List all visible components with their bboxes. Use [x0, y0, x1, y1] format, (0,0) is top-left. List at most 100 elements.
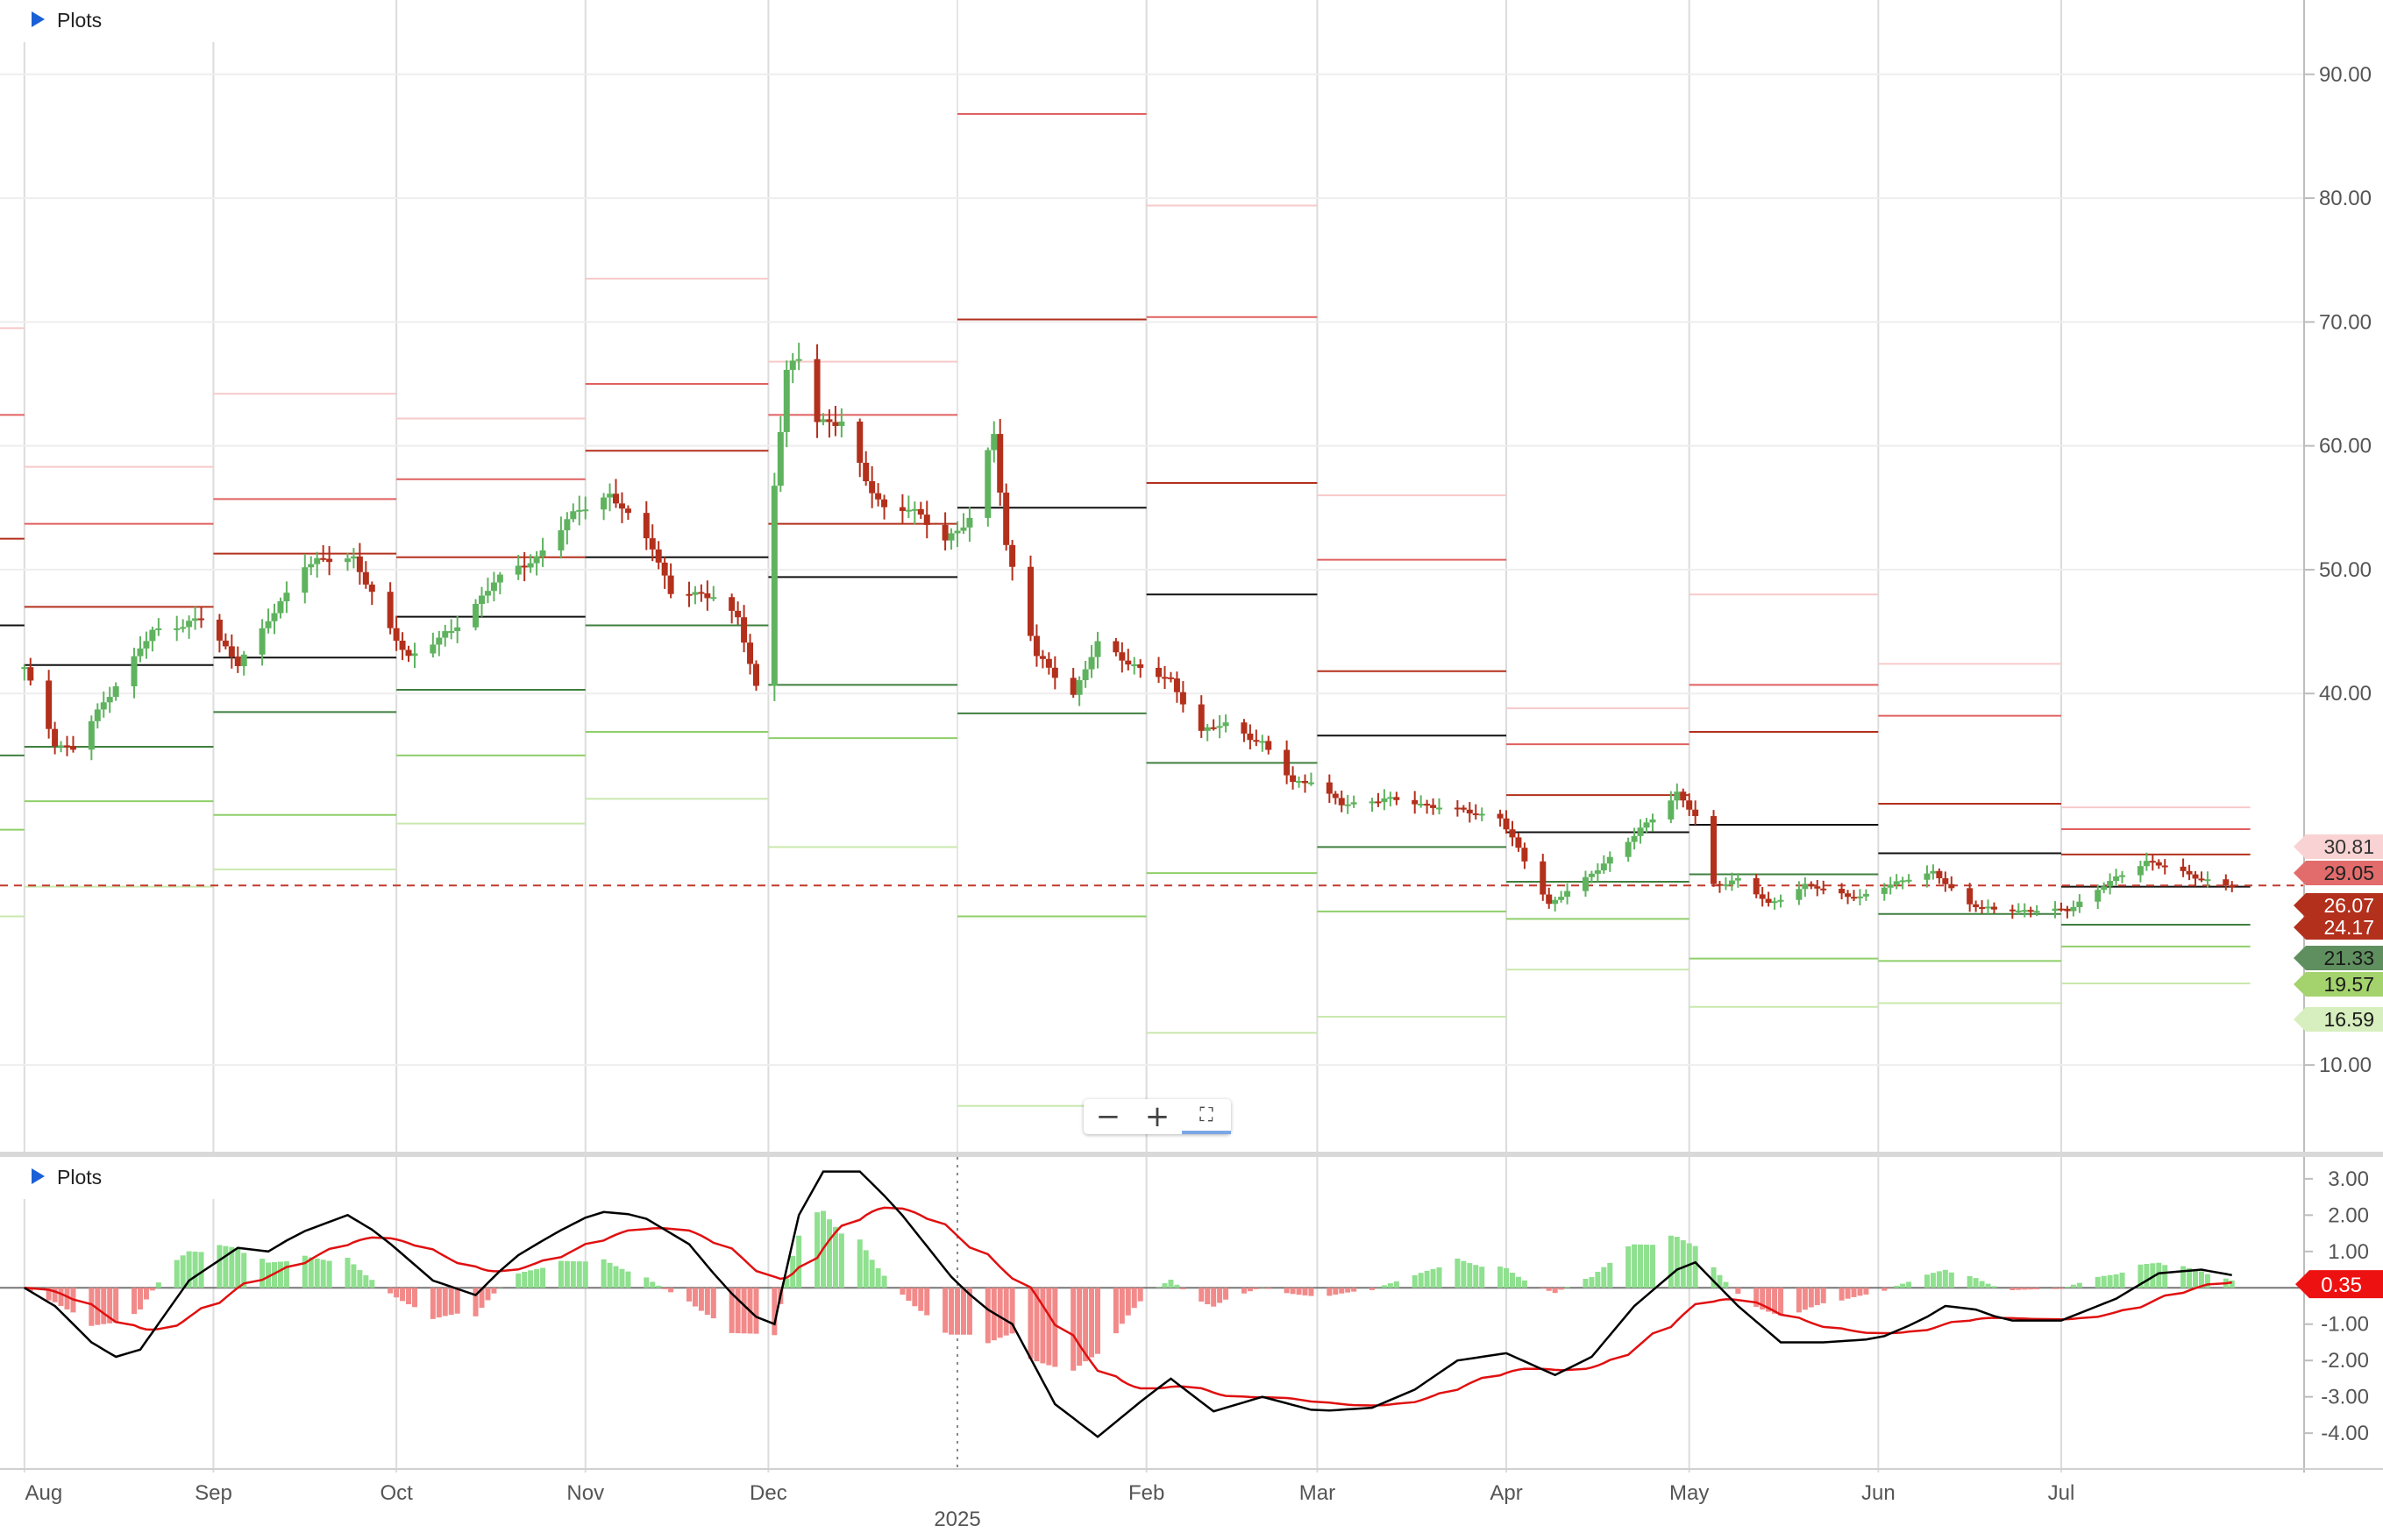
zoom-out-button[interactable]: −: [1084, 1099, 1133, 1134]
candle-body: [1582, 876, 1589, 891]
histogram-bar: [1174, 1284, 1180, 1288]
candle-body: [399, 640, 406, 650]
histogram-bar: [613, 1266, 619, 1288]
candle-body: [1290, 775, 1297, 782]
histogram-bar: [394, 1288, 400, 1298]
time-axis-label: Nov: [566, 1481, 604, 1505]
price-tag-label: 24.17: [2323, 916, 2374, 939]
candle-body: [1381, 798, 1388, 803]
pivot-levels: [0, 112, 2304, 1107]
candle-body: [1973, 904, 1980, 907]
macd-line: [24, 1170, 2232, 1438]
candle-body: [661, 562, 668, 576]
candle-body: [1546, 894, 1553, 905]
histogram-bar: [558, 1260, 564, 1288]
candle-body: [1375, 801, 1382, 804]
histogram-bar: [1595, 1272, 1601, 1288]
histogram-bar: [1589, 1277, 1595, 1288]
candle-body: [985, 450, 992, 518]
histogram-bar: [607, 1262, 613, 1288]
histogram-bar: [1906, 1281, 1912, 1288]
bottom-plots-toggle[interactable]: Plots: [0, 1157, 224, 1199]
candle-body: [228, 646, 235, 657]
candle-body: [283, 593, 290, 601]
candle-body: [1418, 804, 1425, 806]
macd-value-tag-bg: [2295, 1270, 2383, 1299]
candle-body: [1722, 884, 1729, 886]
macd-lines: [24, 1170, 2232, 1438]
histogram-bar: [1863, 1288, 1869, 1295]
candle-body: [180, 627, 187, 629]
time-axis: Aug Sep Oct Nov Dec 2025 Feb Mar Apr May Jun Jul: [0, 1468, 2383, 1531]
zoom-in-button[interactable]: +: [1133, 1099, 1182, 1134]
histogram-bar: [1089, 1288, 1095, 1358]
histogram-bar: [2076, 1282, 2082, 1288]
macd-axis: 3.00 2.00 1.00 -1.00 -2.00 -3.00 -4.00 0.35: [2295, 1157, 2383, 1473]
candle-body: [624, 508, 631, 514]
histogram-bar: [272, 1261, 278, 1288]
histogram-bar: [2119, 1272, 2125, 1288]
price-grid: [0, 0, 2304, 1152]
candle-body: [1521, 848, 1528, 862]
histogram-bar: [217, 1245, 223, 1288]
price-tick-label: 90.00: [2319, 63, 2372, 87]
candle-body: [2070, 907, 2077, 912]
candle-body: [2064, 908, 2071, 912]
fullscreen-button[interactable]: ⛶: [1182, 1099, 1231, 1134]
histogram-bar: [406, 1288, 412, 1305]
candle-body: [2021, 910, 2028, 912]
top-plots-toggle[interactable]: Plots: [0, 0, 224, 42]
plus-icon: +: [1144, 1099, 1170, 1134]
histogram-bar: [1199, 1288, 1205, 1302]
histogram-bar: [1351, 1288, 1357, 1292]
histogram-bar: [1119, 1288, 1125, 1324]
candle-body: [533, 556, 540, 564]
histogram-bar: [1601, 1267, 1607, 1288]
candle-body: [1851, 897, 1858, 899]
candle-body: [1253, 740, 1260, 742]
candle-body: [1460, 807, 1467, 810]
candle-body: [539, 550, 546, 557]
candle-body: [991, 434, 998, 451]
candle-body: [259, 628, 266, 655]
candle-body: [729, 597, 736, 611]
candle-body: [1509, 829, 1516, 838]
candle-body: [1131, 664, 1138, 667]
candle-body: [1515, 837, 1522, 848]
candle-body: [686, 593, 693, 596]
price-tag-bg: [2294, 861, 2383, 885]
histogram-bar: [863, 1250, 869, 1288]
candle-body: [100, 702, 107, 710]
histogram-bar: [52, 1288, 58, 1302]
histogram-bar: [2229, 1280, 2235, 1288]
histogram-bar: [1223, 1288, 1229, 1300]
candle-body: [1436, 807, 1443, 810]
candle-body: [1162, 677, 1169, 679]
price-tick-label: 60.00: [2319, 435, 2372, 458]
candle-body: [1082, 669, 1089, 680]
histogram-bar: [314, 1258, 320, 1288]
histogram-bar: [192, 1252, 198, 1288]
candle-body: [613, 493, 620, 504]
candle-body: [265, 621, 272, 628]
candle-body: [1350, 802, 1357, 805]
histogram-bar: [1607, 1262, 1613, 1288]
histogram-bar: [1509, 1273, 1515, 1288]
histogram-bar: [619, 1268, 625, 1288]
candle-body: [1692, 809, 1699, 817]
histogram-bar: [1979, 1281, 1985, 1288]
candle-body: [942, 524, 949, 541]
candle-body: [875, 493, 882, 500]
candle-body: [601, 497, 608, 510]
histogram-bar: [186, 1251, 192, 1288]
candle-body: [1167, 677, 1174, 679]
price-tag-label: 30.81: [2323, 835, 2374, 858]
histogram-bar: [1327, 1288, 1333, 1296]
candle-body: [607, 493, 614, 498]
histogram-bar: [1296, 1288, 1302, 1295]
candle-body: [1070, 678, 1077, 695]
candle-body: [1241, 722, 1248, 734]
macd-histogram: [27, 1210, 2235, 1371]
histogram-bar: [656, 1285, 662, 1288]
